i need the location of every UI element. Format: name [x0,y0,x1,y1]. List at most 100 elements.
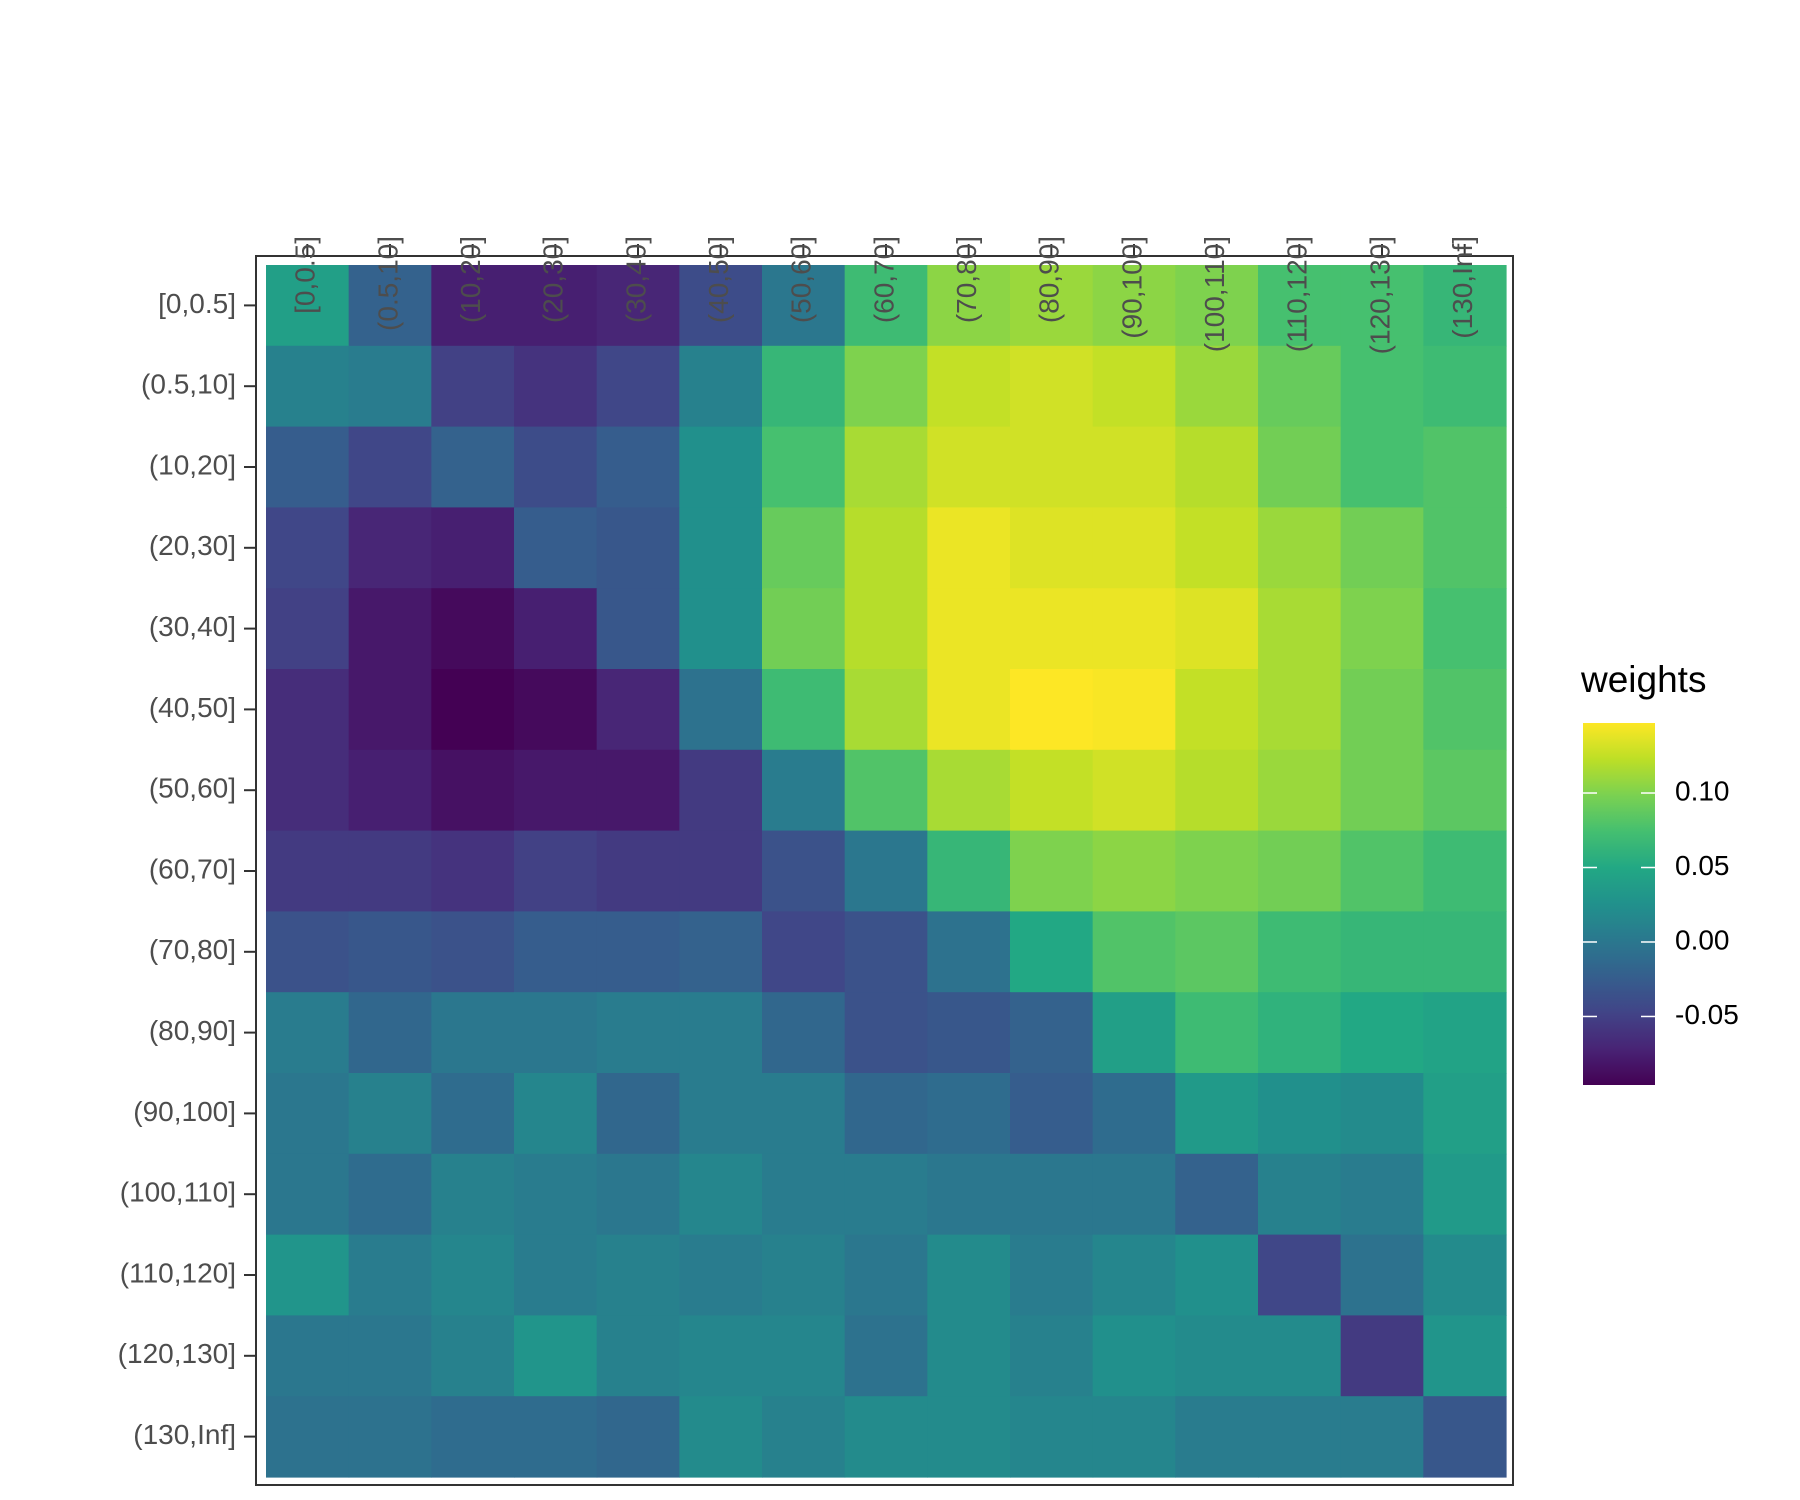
heat-cell [927,345,1011,428]
heat-cell [431,992,515,1074]
heat-cell [679,588,763,670]
y-tick-label: (60,70] [149,853,236,884]
heat-cell [1010,830,1094,912]
heat-cell [927,749,1011,832]
heat-cell [596,588,680,670]
heat-cell [266,426,350,508]
heat-cell [514,1396,598,1478]
heat-cell [1423,426,1507,508]
heat-cell [596,265,680,347]
heat-cell [1340,1396,1424,1478]
heat-cell [1175,992,1259,1074]
heat-cell [266,507,350,589]
heat-cell [762,669,846,751]
heat-cell [266,265,350,347]
heat-cell [679,1315,763,1397]
heat-cell [1092,426,1176,508]
colorbar-tick-label: 0.05 [1675,850,1730,881]
heat-cell [266,911,350,993]
heat-cell [1092,1073,1176,1155]
heat-cell [431,1153,515,1236]
heat-cell [1092,1315,1176,1397]
y-tick-label: (10,20] [149,449,236,480]
heat-cell [844,992,928,1074]
y-tick-label: (0.5,10] [141,369,236,400]
heat-cell [514,426,598,508]
heat-cell [1175,1315,1259,1397]
heat-cell [1423,749,1507,832]
heat-cell [514,345,598,428]
heat-cell [1175,265,1259,347]
heat-cell [679,265,763,347]
heat-cell [1340,1315,1424,1397]
heat-cell [266,1073,350,1155]
heat-cell [679,1073,763,1155]
heat-cell [1340,1073,1424,1155]
heat-cell [348,992,432,1074]
heat-cell [431,426,515,508]
heat-cell [1092,345,1176,428]
heat-cell [266,588,350,670]
heat-cell [1010,345,1094,428]
heat-cell [1175,1153,1259,1236]
heat-cell [431,1073,515,1155]
heat-cell [1010,426,1094,508]
heat-cell [1258,507,1342,589]
heat-cell [1423,1153,1507,1236]
heat-cell [1092,265,1176,347]
heat-cell [1092,830,1176,912]
heat-cell [266,749,350,832]
heat-cell [514,830,598,912]
heat-cell [514,507,598,589]
heat-cell [1010,669,1094,751]
heat-cell [1423,1396,1507,1478]
heat-cell [348,1073,432,1155]
y-tick-label: (130,Inf] [133,1419,236,1450]
heat-cell [762,1153,846,1236]
heat-cell [348,426,432,508]
heat-cell [679,911,763,993]
heat-cell [596,1153,680,1236]
heat-cell [1258,911,1342,993]
heat-cell [1258,588,1342,670]
heat-cell [927,588,1011,670]
y-tick-label: (90,100] [133,1096,236,1127]
heat-cell [1092,1234,1176,1316]
heat-cell [1340,911,1424,993]
heat-cell [348,911,432,993]
heat-cell [431,911,515,993]
x-tick-label: (100,110] [1199,236,1230,352]
heat-cell [266,1153,350,1236]
heat-cell [927,426,1011,508]
heat-cell [679,426,763,508]
heat-cell [431,669,515,751]
heat-cell [266,1234,350,1316]
heat-cell [1340,345,1424,428]
heat-cell [514,1234,598,1316]
heat-cell [1340,507,1424,589]
heat-cell [762,830,846,912]
x-tick-label: (120,130] [1364,236,1395,354]
colorbar-tick-label: 0.00 [1675,924,1730,955]
heat-cell [1175,1073,1259,1155]
heat-cell [679,1396,763,1478]
y-tick-label: (40,50] [149,692,236,723]
heat-cell [514,1153,598,1236]
heat-cell [679,669,763,751]
heat-cell [348,588,432,670]
heat-cell [1092,911,1176,993]
heat-cell [1258,265,1342,347]
heat-cell [844,830,928,912]
heat-cell [514,588,598,670]
heat-cell [514,1073,598,1155]
heat-cell [1175,345,1259,428]
y-tick-label: [0,0.5] [158,288,236,319]
heat-cell [514,749,598,832]
legend-title: weights [1580,659,1706,700]
heat-cell [1010,1315,1094,1397]
heat-cell [1340,1234,1424,1316]
x-tick-label: (110,120] [1282,236,1313,352]
heat-cell [762,345,846,428]
x-tick-label: (90,100] [1116,236,1147,339]
